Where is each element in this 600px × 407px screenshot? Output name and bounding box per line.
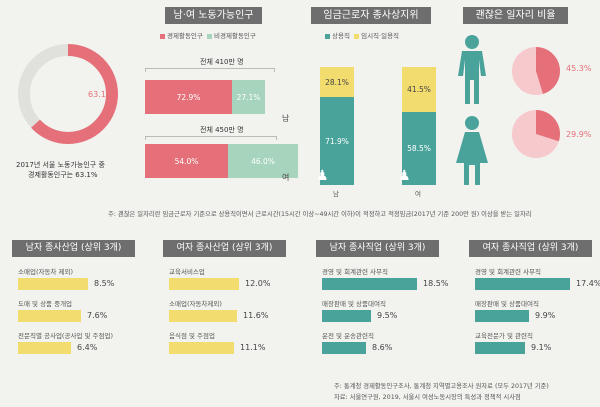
section-3-item-bar <box>475 342 525 354</box>
section-2-item-label: 매장판매 및 상품대여직 <box>322 300 386 308</box>
section-1-item-value: 12.0% <box>245 279 271 288</box>
emp-legend: 상용직 임시직·일용직 <box>325 30 399 40</box>
legend-regular-label: 상용직 <box>332 32 350 40</box>
male-emp-temp-bar: 28.1% <box>320 67 354 97</box>
legend-inactive-label: 비경제활동인구 <box>214 32 256 40</box>
source-line1: 주: 통계청 경제활동인구조사, 통계청 지역별고용조사 원자료 (모두 201… <box>334 383 549 390</box>
labor-legend: 경제활동인구 비경제활동인구 <box>160 30 256 40</box>
female-label: 여 <box>282 173 290 182</box>
section-0-item-value: 6.4% <box>77 343 98 352</box>
donut-percent: 63.1% <box>88 90 114 99</box>
source-line2: 자료: 서울연구원, 2019, 서울시 여성노동시장의 특성과 정책적 시사점 <box>334 394 521 401</box>
header-gender-labor: 남·여 노동가능인구 <box>165 7 262 24</box>
female-good-jobs-pie <box>512 110 560 158</box>
footnote: 주: 괜찮은 일자리란 임금근로자 기준으로 상용직이면서 근로시간(15시간 … <box>108 211 532 218</box>
section-3-item-label: 경영 및 회계관련 사무직 <box>475 268 541 276</box>
male-labor-bracket <box>145 68 275 72</box>
male-labor-inactive-bar: 27.1% <box>232 80 265 114</box>
section-header-3: 여자 종사직업 (상위 3개) <box>469 240 592 257</box>
female-labor-bracket <box>145 136 277 140</box>
section-3-item-bar <box>475 310 529 322</box>
section-1-item-bar <box>169 310 237 322</box>
female-labor-total: 전체 450만 명 <box>200 126 244 134</box>
section-0-item-bar <box>18 342 71 354</box>
female-good-jobs-pct: 29.9% <box>566 130 592 139</box>
female-emp-label: 여 <box>415 190 421 198</box>
section-0-item-bar <box>18 278 88 290</box>
section-3-item-label: 교육전문가 및 관련직 <box>475 332 533 340</box>
section-1-item-value: 11.6% <box>243 311 269 320</box>
male-label: 남 <box>282 114 290 123</box>
section-2-item-label: 경영 및 회계관련 사무직 <box>322 268 388 276</box>
section-1-item-label: 교육서비스업 <box>169 268 205 276</box>
donut-active-arc <box>18 44 118 144</box>
male-inactive-pct: 27.1% <box>236 92 261 102</box>
section-header-1: 여자 종사산업 (상위 3개) <box>163 240 286 257</box>
male-person-icon <box>458 35 486 104</box>
section-2-item-label: 운전 및 운송관련직 <box>322 332 374 340</box>
female-emp-regular-bar: 58.5% <box>402 112 436 185</box>
header-good-jobs: 괜찮은 일자리 비율 <box>463 7 568 24</box>
male-active-pct: 72.9% <box>176 92 201 102</box>
section-3-item-label: 매장판매 및 상품대여직 <box>475 300 539 308</box>
male-regular-pct: 71.9% <box>325 136 349 146</box>
section-2-item-value: 8.6% <box>372 343 393 352</box>
legend-temp-label: 임시직·일용직 <box>361 32 400 40</box>
section-2-item-bar <box>322 310 371 322</box>
section-2-item-bar <box>322 342 366 354</box>
legend-inactive-swatch <box>207 33 213 39</box>
female-person-icon <box>456 116 488 185</box>
section-1-item-label: 소매업(자동차제외) <box>169 300 222 308</box>
male-emp-label: 남 <box>333 190 339 198</box>
section-2-item-bar <box>322 278 417 290</box>
section-0-item-value: 8.5% <box>94 279 115 288</box>
section-0-item-label: 도매 및 상품 중개업 <box>18 300 73 308</box>
section-header-2: 남자 종사직업 (상위 3개) <box>316 240 439 257</box>
male-good-jobs-pct: 45.3% <box>566 64 592 73</box>
section-1-item-bar <box>169 278 239 290</box>
female-labor-active-bar: 54.0% <box>145 144 228 178</box>
section-0-item-label: 소매업(자동차 제외) <box>18 268 73 276</box>
male-emp-regular-bar: 71.9% <box>320 97 354 185</box>
female-temp-pct: 41.5% <box>407 85 431 94</box>
section-0-item-value: 7.6% <box>87 311 108 320</box>
section-0-item-label: 전문직별 공사업(공사업 및 주점업) <box>18 332 113 340</box>
female-emp-figure-icon: ♟ <box>398 168 411 184</box>
section-0-item-bar <box>18 310 81 322</box>
female-emp-temp-bar: 41.5% <box>402 67 436 112</box>
female-inactive-pct: 46.0% <box>251 156 275 166</box>
male-labor-total: 전체 410만 명 <box>200 58 244 66</box>
male-labor-active-bar: 72.9% <box>145 80 232 114</box>
female-regular-pct: 58.5% <box>407 144 431 153</box>
legend-regular-swatch <box>325 33 330 39</box>
section-1-item-label: 음식점 및 주점업 <box>169 332 215 340</box>
section-header-0: 남자 종사산업 (상위 3개) <box>12 240 135 257</box>
labor-donut-chart <box>18 44 118 144</box>
male-temp-pct: 28.1% <box>325 77 349 87</box>
section-3-item-value: 9.1% <box>531 343 552 352</box>
section-2-item-value: 9.5% <box>377 311 398 320</box>
section-3-item-bar <box>475 278 570 290</box>
female-labor-inactive-bar: 46.0% <box>228 144 298 178</box>
section-3-item-value: 9.9% <box>535 311 556 320</box>
legend-active-swatch <box>160 33 165 39</box>
legend-temp-swatch <box>354 33 360 39</box>
section-2-item-value: 18.5% <box>423 279 449 288</box>
legend-active-label: 경제활동인구 <box>167 32 203 40</box>
section-1-item-bar <box>169 342 234 354</box>
male-good-jobs-pie <box>512 47 560 95</box>
section-3-item-value: 17.4% <box>576 279 600 288</box>
donut-caption-line2: 경제활동인구는 63.1% <box>28 171 98 179</box>
donut-caption-line1: 2017년 서울 노동가능인구 중 <box>16 161 105 169</box>
header-employment: 임금근로자 종사상지위 <box>311 7 431 24</box>
male-emp-figure-icon: ♟ <box>316 168 329 184</box>
section-1-item-value: 11.1% <box>240 343 266 352</box>
female-active-pct: 54.0% <box>174 156 199 166</box>
